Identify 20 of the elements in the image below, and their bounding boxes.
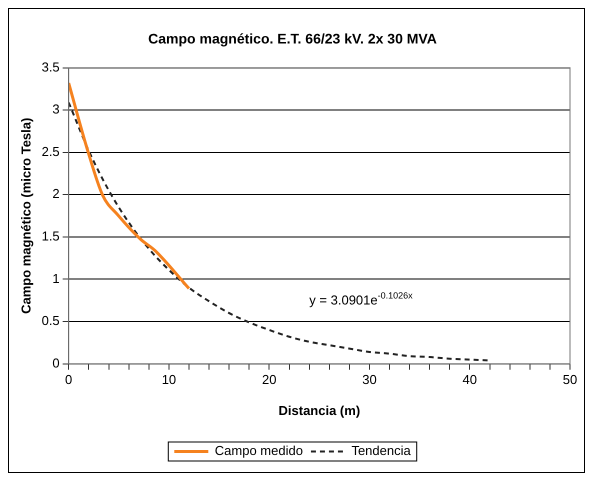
y-tick-label: 2 (52, 186, 60, 202)
x-tick-label: 0 (65, 372, 72, 388)
legend-label: Tendencia (351, 443, 412, 458)
x-tick-label: 40 (462, 372, 477, 388)
x-axis-title: Distancia (m) (278, 402, 360, 418)
y-tick-label: 0.5 (42, 313, 60, 328)
x-tick-label: 30 (362, 372, 377, 388)
y-tick-label: 3.5 (42, 59, 60, 74)
x-tick-label: 20 (262, 372, 276, 388)
y-tick-label: 1 (52, 270, 60, 286)
line-series (68, 82, 190, 290)
legend-label: Campo medido (214, 443, 303, 458)
y-tick-label: 2.5 (42, 144, 60, 159)
y-tick-label: 0 (52, 355, 60, 370)
y-axis-title: Campo magnético (micro Tesla) (18, 118, 34, 314)
chart-title: Campo magnético. E.T. 66/23 kV. 2x 30 MVA (148, 30, 437, 46)
x-tick-label: 50 (562, 372, 578, 388)
y-tick-label: 1.5 (42, 228, 60, 244)
y-tick-label: 3 (52, 102, 60, 117)
x-tick-label: 10 (162, 372, 176, 388)
